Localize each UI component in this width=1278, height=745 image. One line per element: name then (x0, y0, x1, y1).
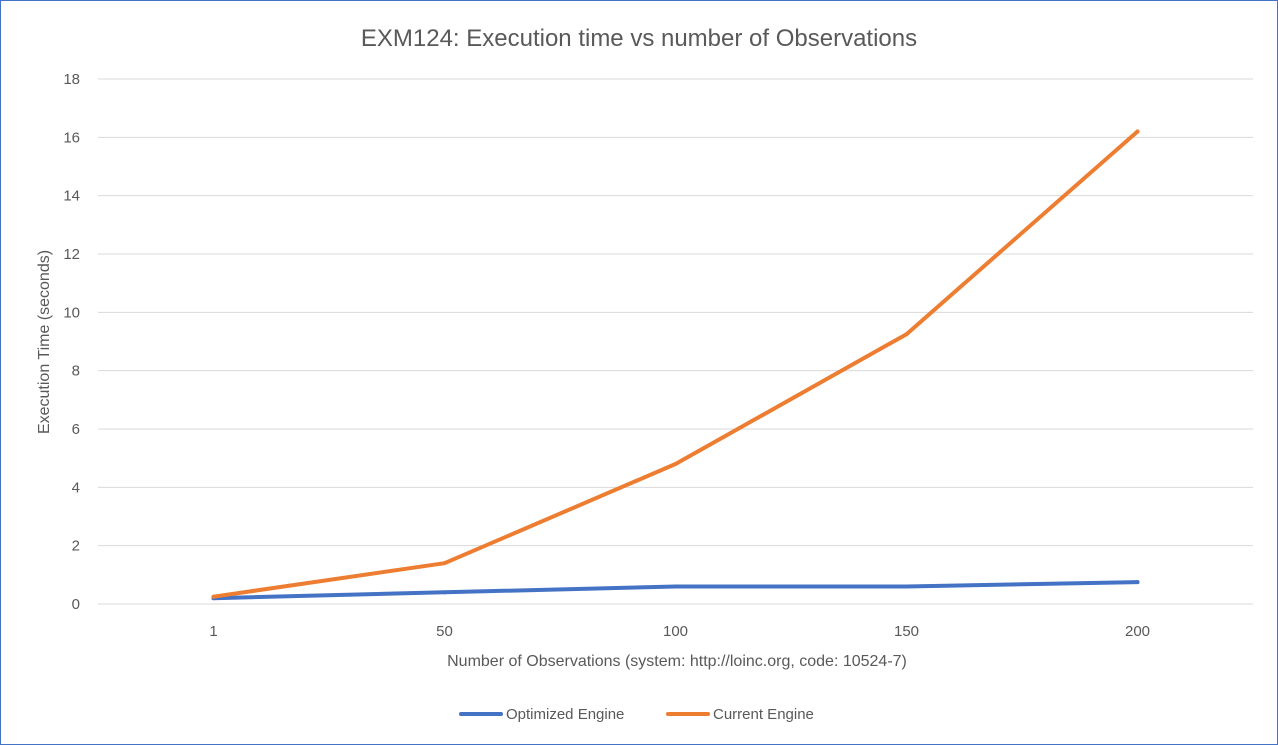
series-point (673, 584, 678, 589)
x-tick-label: 1 (209, 623, 217, 640)
chart-title: EXM124: Execution time vs number of Obse… (361, 25, 917, 52)
legend: Optimized Engine Current Engine (459, 706, 814, 723)
y-tick-label: 18 (63, 71, 80, 88)
y-tick-label: 0 (72, 596, 80, 613)
y-tick-label: 6 (72, 421, 80, 438)
x-tick-label: 150 (894, 623, 919, 640)
y-axis-title: Execution Time (seconds) (36, 250, 53, 434)
x-axis-title: Number of Observations (system: http://l… (447, 653, 907, 670)
y-tick-label: 16 (63, 129, 80, 146)
series-point (673, 462, 678, 466)
grid-lines (98, 78, 1253, 605)
y-tick-label: 10 (63, 304, 80, 321)
y-tick-label: 14 (63, 188, 80, 205)
series-point (1135, 129, 1140, 134)
series-point (1135, 580, 1140, 585)
y-tick-label: 2 (72, 538, 80, 555)
series-point (904, 332, 909, 337)
legend-label: Optimized Engine (506, 706, 624, 723)
x-tick-label: 200 (1125, 623, 1150, 640)
legend-label: Current Engine (713, 706, 814, 723)
data-series (211, 129, 1140, 601)
x-tick-label: 50 (436, 623, 453, 640)
y-tick-label: 12 (63, 246, 80, 263)
series-point (211, 594, 216, 599)
y-axis-ticks: 0 2 4 6 8 10 12 14 16 18 (63, 71, 80, 613)
series-line-1 (211, 129, 1140, 599)
y-tick-label: 8 (72, 363, 80, 380)
series-point (904, 584, 909, 589)
series-point (442, 590, 447, 595)
x-tick-label: 100 (663, 623, 688, 640)
series-point (442, 561, 447, 566)
y-tick-label: 4 (72, 479, 80, 496)
x-axis-ticks: 1 50 100 150 200 (209, 623, 1150, 640)
